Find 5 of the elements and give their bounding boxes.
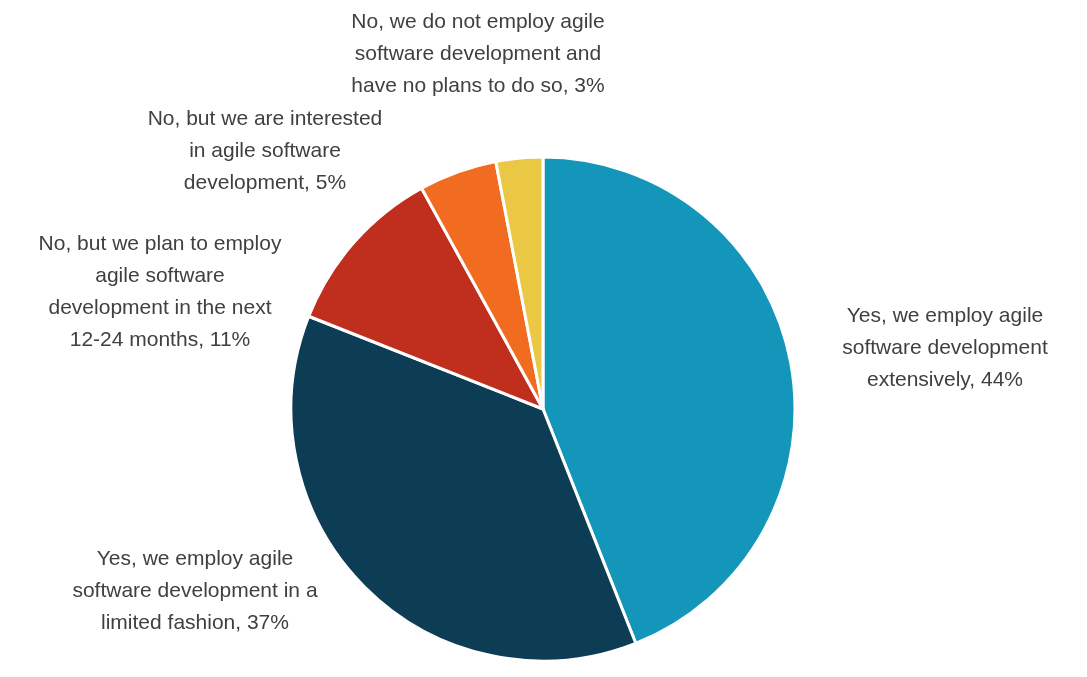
- slice-label: No, we do not employ agile software development and have no plans to do so, 3%: [351, 9, 605, 96]
- slice-label: No, but we plan to employ agile software development in the next 12-24 months, 11%: [38, 231, 282, 350]
- slice-label: Yes, we employ agile software development in a limited fashion, 37%: [72, 546, 318, 633]
- slice-label: No, but we are interested in agile software development, 5%: [147, 106, 383, 193]
- slice-label: Yes, we employ agile software development extensively, 44%: [842, 303, 1048, 390]
